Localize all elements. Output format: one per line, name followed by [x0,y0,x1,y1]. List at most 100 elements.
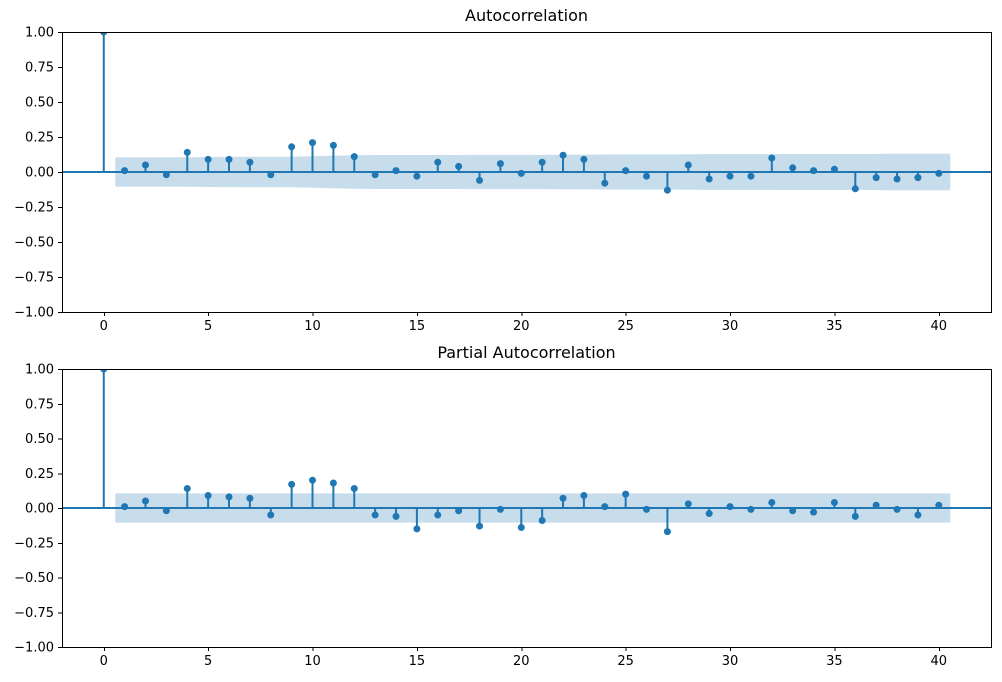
y-tick-label: −1.00 [14,641,54,656]
stem-marker-lag-12 [350,485,358,493]
stem-marker-lag-21 [538,158,546,166]
y-tick-label: 0.75 [25,61,54,76]
stem-marker-lag-26 [643,505,651,513]
stem-marker-lag-29 [705,510,713,518]
stem-marker-lag-13 [371,171,379,179]
x-tick-label: 10 [304,319,321,334]
stem-marker-lag-2 [142,161,150,169]
x-tick-label: 0 [100,654,108,669]
stem-marker-lag-37 [872,174,880,182]
stem-marker-lag-9 [288,143,296,151]
x-tick-label: 25 [617,319,634,334]
stem-marker-lag-24 [601,503,609,511]
acf-title: Autocorrelation [465,6,588,25]
x-tick-label: 25 [617,654,634,669]
y-tick-label: −0.75 [14,271,54,286]
stem-marker-lag-19 [496,160,504,168]
y-tick-label: −0.50 [14,236,54,251]
y-tick-label: −0.50 [14,571,54,586]
stem-marker-lag-36 [851,512,859,520]
x-tick-label: 35 [826,319,843,334]
stem-marker-lag-10 [309,139,317,147]
stem-marker-lag-11 [329,479,337,487]
stem-marker-lag-18 [476,176,484,184]
y-tick-label: −0.75 [14,606,54,621]
y-tick-label: −0.25 [14,536,54,551]
y-tick-label: 0.50 [25,432,54,447]
stem-marker-lag-3 [162,507,170,515]
x-tick-label: 20 [513,654,530,669]
stem-marker-lag-34 [810,508,818,516]
plot-area [62,32,991,194]
axes-spines [62,32,992,313]
y-tick-label: 0.00 [25,166,54,181]
stem-marker-lag-25 [622,490,630,498]
stem-marker-lag-30 [726,172,734,180]
y-tick-label: 0.25 [25,131,54,146]
y-tick-label: 0.25 [25,467,54,482]
stem-marker-lag-31 [747,505,755,513]
stem-marker-lag-38 [893,505,901,513]
stem-marker-lag-18 [476,522,484,530]
x-tick-label: 30 [722,319,739,334]
stem-marker-lag-39 [914,174,922,182]
stem-marker-lag-8 [267,511,275,519]
stem-marker-lag-36 [851,185,859,193]
stem-marker-lag-7 [246,158,254,166]
stem-marker-lag-17 [455,507,463,515]
stem-marker-lag-40 [935,169,943,177]
stem-marker-lag-39 [914,511,922,519]
x-tick-label: 20 [513,319,530,334]
y-tick-label: −0.25 [14,201,54,216]
plot-area [62,369,991,536]
y-tick-label: 1.00 [25,26,54,41]
x-tick-label: 5 [204,654,212,669]
acf-axes: 1.00 0.75 0.50 0.25 0.00 −0.25 −0.50 −0.75 −1.00… [14,26,992,334]
stem-marker-lag-6 [225,493,233,501]
stem-marker-lag-14 [392,512,400,520]
stem-marker-lag-20 [517,523,525,531]
stem-marker-lag-16 [434,158,442,166]
stem-marker-lag-22 [559,151,567,159]
stem-marker-lag-34 [810,167,818,175]
stem-marker-lag-19 [496,505,504,513]
stem-marker-lag-4 [183,148,191,156]
stem-marker-lag-2 [142,497,150,505]
stem-marker-lag-28 [684,161,692,169]
stem-marker-lag-22 [559,494,567,502]
stem-marker-lag-5 [204,155,212,163]
y-tick-label: 0.50 [25,96,54,111]
stem-marker-lag-26 [643,172,651,180]
stem-marker-lag-31 [747,172,755,180]
stem-marker-lag-27 [663,528,671,536]
stem-marker-lag-33 [789,507,797,515]
y-tick-label: 1.00 [25,363,54,378]
stem-marker-lag-21 [538,517,546,525]
stem-marker-lag-3 [162,171,170,179]
x-tick-label: 0 [100,319,108,334]
x-tick-label: 40 [931,319,948,334]
y-tick-label: 0.75 [25,397,54,412]
stem-marker-lag-32 [768,154,776,162]
axes-spines [62,369,992,648]
stem-marker-lag-24 [601,179,609,187]
stem-marker-lag-33 [789,164,797,172]
stem-marker-lag-1 [121,167,129,175]
stem-marker-lag-27 [663,186,671,194]
stem-marker-lag-40 [935,501,943,509]
stem-marker-lag-4 [183,485,191,493]
stem-marker-lag-25 [622,167,630,175]
stem-marker-lag-10 [309,476,317,484]
y-tick-label: −1.00 [14,306,54,321]
stem-marker-lag-11 [329,141,337,149]
stem-marker-lag-23 [580,155,588,163]
stem-marker-lag-15 [413,172,421,180]
stem-marker-lag-9 [288,480,296,488]
x-tick-label: 35 [826,654,843,669]
stem-marker-lag-20 [517,169,525,177]
pacf-title: Partial Autocorrelation [437,343,616,362]
stem-marker-lag-28 [684,500,692,508]
stem-marker-lag-16 [434,511,442,519]
